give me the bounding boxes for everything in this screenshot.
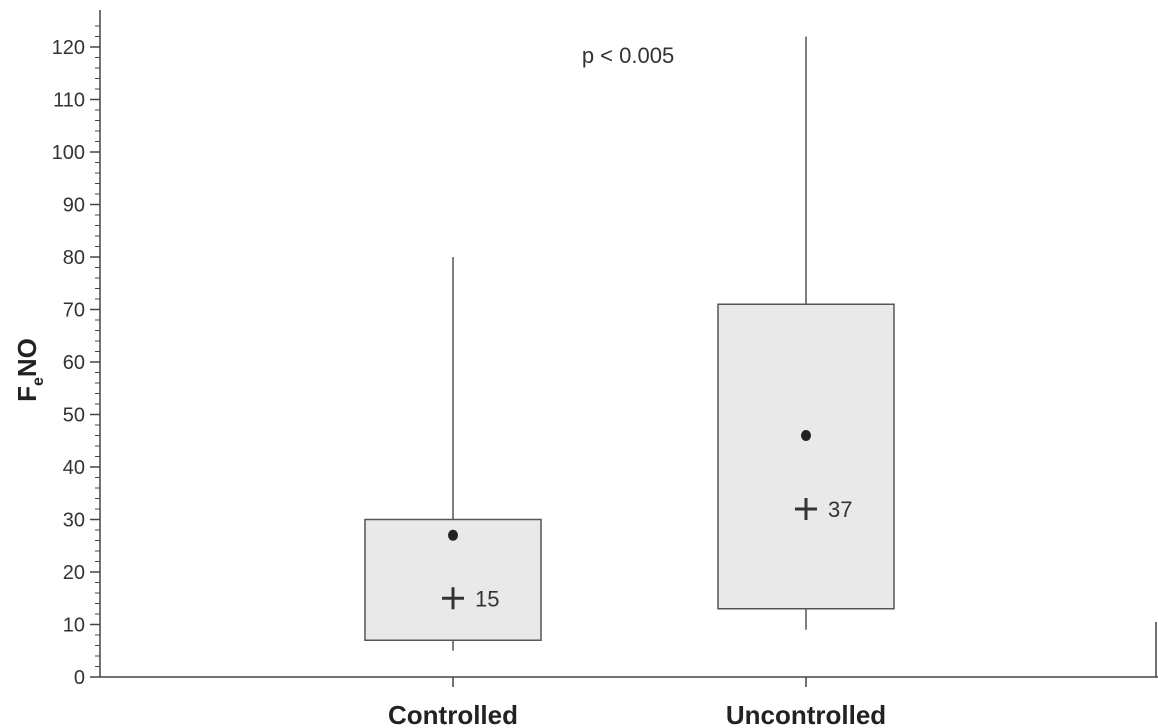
y-tick-label: 70 [63, 300, 85, 322]
iqr-box [717, 303, 895, 610]
box-uncontrolled: 37 [717, 36, 895, 630]
y-axis-title-main: F [12, 386, 42, 402]
mean-dot [801, 430, 811, 441]
y-tick-label: 100 [52, 142, 85, 164]
y-tick-label: 90 [63, 195, 85, 217]
x-axis [100, 622, 1158, 678]
x-category-label: Controlled [388, 700, 518, 728]
y-axis-title-tail: NO [12, 338, 42, 377]
y-tick-label: 0 [74, 667, 85, 689]
median-value-label: 37 [828, 497, 852, 522]
y-axis: 0 10 20 30 40 50 60 70 80 90 100 110 120 [52, 10, 101, 689]
median-value-label: 15 [475, 586, 499, 611]
mean-dot [448, 529, 458, 541]
y-tick-label: 50 [63, 405, 85, 427]
y-tick-label: 110 [53, 90, 85, 112]
y-axis-title-sub: e [30, 377, 47, 386]
y-tick-label: 10 [63, 615, 85, 637]
y-tick-label: 80 [63, 247, 85, 269]
y-tick-label: 30 [63, 510, 85, 532]
box-controlled: 15 [364, 257, 542, 651]
y-axis-major-ticks: 0 10 20 30 40 50 60 70 80 90 100 110 120 [52, 37, 100, 689]
y-axis-title: FeNO [12, 338, 47, 402]
y-tick-label: 40 [63, 457, 85, 479]
x-axis-labels: Controlled Uncontrolled [388, 677, 886, 728]
y-tick-label: 120 [52, 37, 85, 59]
y-tick-label: 20 [63, 562, 85, 584]
p-value-annotation: p < 0.005 [582, 43, 674, 68]
y-tick-label: 60 [63, 352, 85, 374]
x-category-label: Uncontrolled [726, 700, 886, 728]
